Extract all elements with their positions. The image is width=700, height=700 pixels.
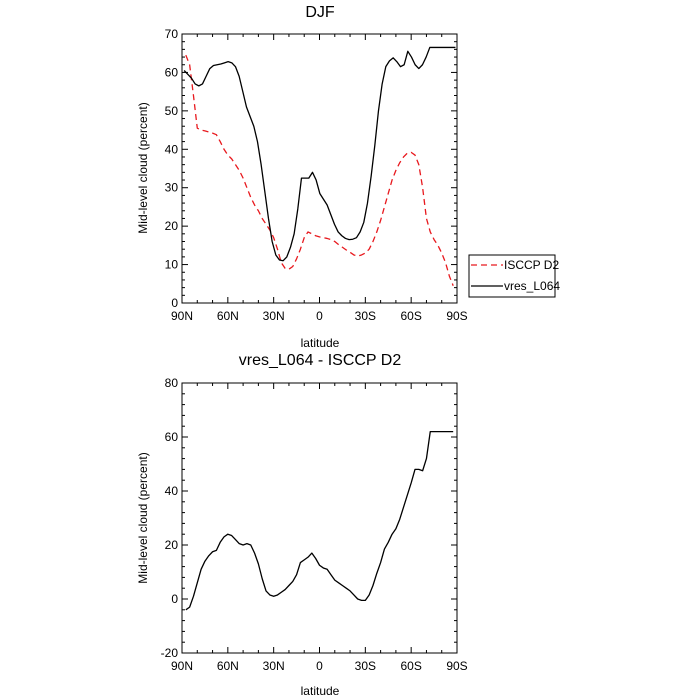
top-x-tick-label: 0 [316, 309, 323, 323]
top-plot-layer [183, 46, 456, 286]
top-y-axis: 0 10 20 30 40 50 60 70 [165, 27, 457, 310]
top-series-isccp [185, 54, 454, 286]
top-y-tick-label: 60 [165, 65, 179, 79]
bottom-title: vres_L064 - ISCCP D2 [239, 352, 402, 369]
legend-entry-isccp: ISCCP D2 [471, 258, 559, 272]
top-x-tick-label: 60S [400, 309, 421, 323]
top-series-vres [183, 46, 456, 262]
top-series-line-0 [185, 54, 454, 286]
top-y-tick-label: 50 [165, 104, 179, 118]
bottom-y-axis-label: Mid-level cloud (percent) [136, 452, 150, 583]
top-plot-frame [181, 33, 458, 304]
top-series-line-1 [183, 46, 456, 262]
legend-box [468, 254, 556, 298]
bottom-y-tick-label: 0 [171, 592, 178, 606]
bottom-y-tick-label: -20 [161, 646, 179, 660]
top-x-tick-label: 90N [171, 309, 193, 323]
bottom-x-axis-label: latitude [301, 684, 340, 698]
bottom-y-tick-label: 80 [165, 376, 179, 390]
bottom-plot-layer [185, 430, 454, 611]
bottom-x-tick-label: 30S [355, 659, 376, 673]
legend-label-isccp: ISCCP D2 [504, 258, 559, 272]
top-x-tick-label: 30S [355, 309, 376, 323]
bottom-x-tick-label: 60N [217, 659, 239, 673]
top-y-tick-label: 0 [171, 296, 178, 310]
bottom-x-tick-label: 60S [400, 659, 421, 673]
top-title: DJF [305, 4, 335, 21]
bottom-x-tick-label: 0 [316, 659, 323, 673]
bottom-y-tick-label: 20 [165, 538, 179, 552]
bottom-y-tick-label: 40 [165, 484, 179, 498]
top-legend: ISCCP D2 vres_L064 [468, 254, 560, 298]
top-y-tick-label: 40 [165, 142, 179, 156]
top-x-tick-label: 30N [263, 309, 285, 323]
top-y-tick-label: 30 [165, 181, 179, 195]
bottom-x-tick-label: 90S [446, 659, 467, 673]
bottom-x-tick-label: 30N [263, 659, 285, 673]
bottom-x-axis: 90N 60N 30N 0 30S 60S 90S [171, 383, 468, 673]
bottom-plot-frame [181, 382, 458, 654]
top-y-tick-label: 10 [165, 258, 179, 272]
top-y-tick-label: 20 [165, 219, 179, 233]
bottom-y-tick-label: 60 [165, 430, 179, 444]
legend-entry-vres: vres_L064 [471, 279, 560, 293]
top-y-axis-label: Mid-level cloud (percent) [136, 102, 150, 233]
top-y-tick-label: 70 [165, 27, 179, 41]
bottom-panel: vres_L064 - ISCCP D2 -20 0 20 40 60 80 90N 60N… [136, 352, 468, 698]
top-x-tick-label: 60N [217, 309, 239, 323]
bottom-series-line-0 [185, 430, 454, 611]
bottom-series-difference [185, 430, 454, 611]
top-x-axis-label: latitude [301, 336, 340, 350]
top-x-axis: 90N 60N 30N 0 30S 60S 90S [171, 34, 468, 323]
bottom-y-axis: -20 0 20 40 60 80 [161, 376, 457, 660]
top-x-tick-label: 90S [446, 309, 467, 323]
bottom-x-tick-label: 90N [171, 659, 193, 673]
legend-label-vres: vres_L064 [504, 279, 560, 293]
